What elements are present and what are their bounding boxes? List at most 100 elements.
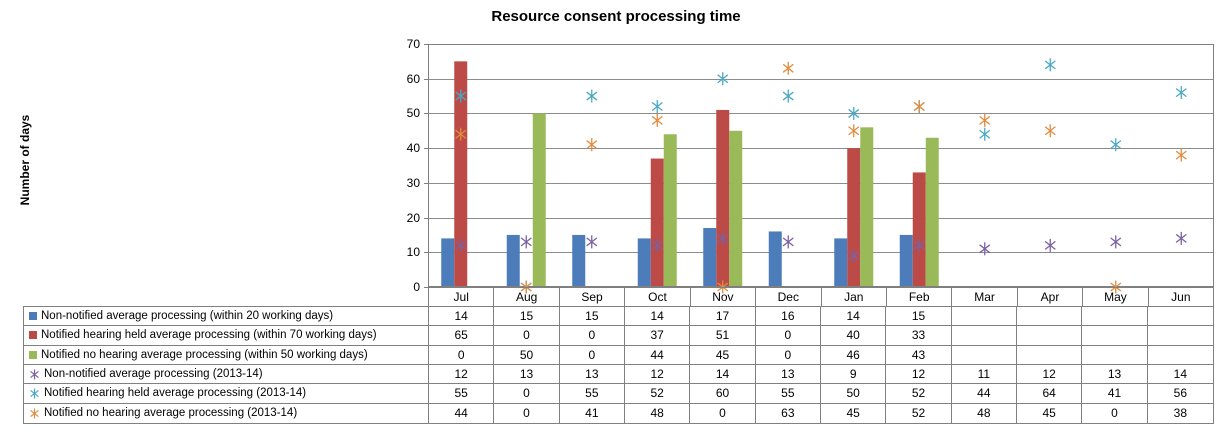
legend-row-label: Non-notified average processing (2013-14…	[24, 365, 429, 385]
legend-row-label: Non-notified average processing (within …	[24, 307, 429, 327]
table-value-cell	[1082, 345, 1148, 365]
table-value-cell: 45	[690, 345, 756, 365]
table-value-cell: 14	[429, 307, 495, 327]
table-value-cell	[1082, 326, 1148, 346]
scatter-marker	[586, 235, 598, 249]
table-value-cell: 55	[755, 384, 821, 404]
legend-row-text: Non-notified average processing (2013-14…	[44, 368, 263, 381]
month-header-cell: Jan	[822, 288, 887, 306]
legend-row-text: Notified hearing held average processing…	[41, 329, 377, 342]
bar	[637, 238, 651, 287]
scatter-marker	[455, 127, 467, 141]
x-axis-month-header: Jul Aug Sep Oct Nov Dec Jan Feb Mar Apr May Jun	[428, 287, 1214, 307]
chart-title: Resource consent processing time	[491, 8, 741, 25]
bar	[860, 127, 874, 287]
table-value-cell: 65	[429, 326, 495, 346]
table-value-cell: 44	[625, 345, 691, 365]
table-value-cell	[1017, 345, 1083, 365]
table-value-cell: 0	[429, 345, 495, 365]
scatter-marker	[1175, 231, 1187, 245]
table-value-cell: 0	[755, 345, 821, 365]
table-value-cell: 0	[559, 326, 625, 346]
table-value-cell: 14	[690, 365, 756, 385]
scatter-marker	[586, 138, 598, 152]
table-value-cell: 9	[821, 365, 887, 385]
y-axis-tick-label: 10	[406, 245, 420, 260]
bar	[925, 137, 939, 287]
scatter-marker	[782, 61, 794, 75]
scatter-marker	[717, 231, 729, 245]
month-header-cell: Oct	[625, 288, 691, 306]
table-value-cell: 0	[755, 326, 821, 346]
scatter-marker	[1175, 86, 1187, 100]
y-axis-title: Number of days	[18, 114, 32, 206]
table-value-cell: 46	[821, 345, 887, 365]
scatter-marker	[586, 89, 598, 103]
table-value-cell	[1147, 346, 1213, 365]
legend-asterisk-marker	[30, 388, 39, 399]
bar	[572, 234, 586, 287]
bar	[506, 234, 520, 287]
table-value-cell: 0	[690, 403, 756, 423]
table-value-cell: 38	[1173, 406, 1187, 421]
table-value-cell: 50	[821, 384, 887, 404]
scatter-marker	[979, 242, 991, 256]
table-value-cell: 48	[625, 403, 691, 423]
scatter-marker	[979, 113, 991, 127]
table-value-cell: 0	[494, 403, 560, 423]
bar	[716, 109, 730, 287]
month-header-cell: Sep	[560, 288, 626, 306]
bar	[899, 234, 913, 287]
legend-square-swatch	[29, 331, 37, 340]
y-axis-tick-label: 50	[406, 106, 420, 121]
plot-border	[428, 44, 1214, 287]
scatter-marker	[1044, 238, 1056, 252]
scatter-marker	[1110, 235, 1122, 249]
table-value-cell: 40	[821, 326, 887, 346]
y-axis-tick-label: 40	[406, 141, 420, 156]
table-value-cell: 14	[1147, 365, 1213, 385]
scatter-marker	[520, 235, 532, 249]
bar	[441, 238, 455, 287]
table-value-cell: 44	[951, 384, 1017, 404]
legend-row-text: Notified no hearing average processing (…	[44, 407, 298, 420]
table-value-cell: 13	[559, 365, 625, 385]
table-value-cell: 52	[625, 384, 691, 404]
table-value-cell: 12	[429, 365, 495, 385]
scatter-marker	[1175, 148, 1187, 162]
legend-row-text: Notified hearing held average processing…	[44, 387, 307, 400]
scatter-marker	[979, 127, 991, 141]
legend-asterisk-marker	[30, 369, 39, 380]
table-value-cell: 43	[886, 345, 952, 365]
y-axis-tick-label: 70	[406, 37, 420, 51]
month-header-cell: Dec	[756, 288, 822, 306]
table-value-cell: 51	[690, 326, 756, 346]
table-value-cell: 33	[886, 326, 952, 346]
scatter-marker	[1044, 58, 1056, 72]
table-value-cell: 13	[755, 365, 821, 385]
bar	[912, 172, 926, 287]
table-value-cell: 48	[952, 403, 1017, 423]
bar	[834, 238, 848, 287]
legend-square-swatch	[29, 312, 37, 321]
table-value-cell: 16	[755, 307, 821, 327]
table-value-cell: 0	[494, 384, 560, 404]
month-header-cell: Mar	[952, 288, 1018, 306]
table-value-cell: 14	[821, 307, 887, 327]
table-value-cell	[1147, 326, 1213, 346]
table-value-cell	[951, 326, 1017, 346]
legend-row-text: Non-notified average processing (within …	[41, 310, 334, 323]
table-value-cell: 55	[559, 384, 625, 404]
bar	[703, 227, 717, 287]
table-value-cell	[1147, 307, 1213, 327]
table-value-cell: 15	[494, 307, 560, 327]
month-header-cell: Jun	[1171, 290, 1191, 304]
table-value-cell	[951, 345, 1017, 365]
table-value-cell	[1017, 326, 1083, 346]
scatter-marker	[913, 99, 925, 113]
scatter-marker	[651, 113, 663, 127]
table-value-cell: 12	[1017, 365, 1083, 385]
table-value-cell: 11	[951, 365, 1017, 385]
data-table: Non-notified average processing (within …	[23, 306, 1214, 424]
table-value-cell: 15	[886, 307, 952, 327]
